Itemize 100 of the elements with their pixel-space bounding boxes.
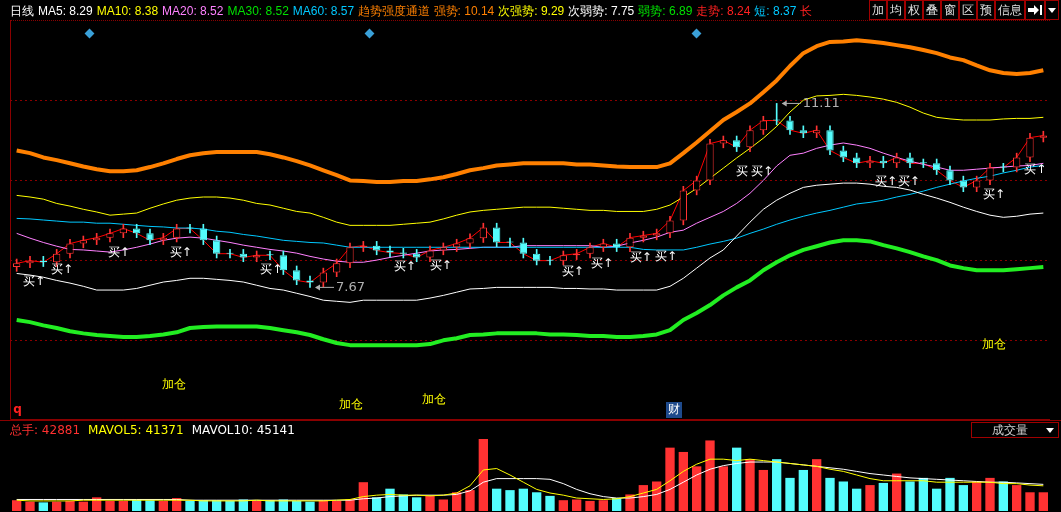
annotation: 买↑ (982, 187, 1006, 202)
bar (38, 502, 48, 511)
bar (998, 481, 1008, 511)
text: 权 (905, 0, 923, 20)
text: MA30: 8.52 (227, 3, 289, 20)
bar (985, 477, 995, 511)
bar (145, 500, 155, 511)
bar (585, 500, 595, 511)
annotation: 加仓 (162, 377, 186, 392)
bar (598, 500, 608, 511)
text: MAVOL5: 41371 (88, 422, 184, 438)
annotation: 买 (736, 164, 748, 179)
bar (732, 447, 742, 511)
candlestick (906, 152, 914, 168)
text: 次强势: 9.29 (498, 3, 565, 20)
text: 走势: 8.24 (696, 3, 751, 20)
text: 窗 (941, 0, 959, 20)
bar (492, 488, 502, 511)
candlestick (586, 242, 594, 259)
candlestick (146, 228, 154, 245)
annotation: 买↑ (22, 274, 46, 289)
candlestick (746, 125, 754, 152)
bar (838, 481, 848, 511)
bar (852, 488, 862, 511)
bar (945, 477, 955, 511)
text: 预 (977, 0, 995, 20)
bar (225, 500, 235, 511)
bar (518, 488, 528, 511)
text: MA5: 8.29 (38, 3, 93, 20)
annotation: 加仓 (422, 392, 446, 407)
text: MA20: 8.52 (162, 3, 224, 20)
bar (972, 481, 982, 511)
bar (758, 469, 768, 511)
annotation: 买↑ (169, 245, 192, 260)
annotation: 加仓 (339, 397, 364, 412)
bar (305, 501, 315, 511)
bar (878, 482, 888, 511)
annotation: 买↑ (874, 174, 898, 189)
bar (12, 500, 22, 511)
text: 总手: 42881 (10, 422, 81, 438)
annotation: 买↑ (561, 264, 584, 279)
candlestick (106, 228, 114, 243)
bar (105, 500, 115, 511)
annotation: 7.67 (336, 278, 365, 294)
text: 长 (800, 3, 813, 20)
annotation: 财 (668, 402, 680, 417)
bar (785, 477, 795, 511)
candlestick (1026, 133, 1034, 163)
bar (798, 469, 808, 511)
annotation: 买↑ (260, 262, 283, 277)
bar (678, 451, 688, 511)
annotation: 买↑ (50, 262, 74, 277)
candlestick (986, 162, 994, 186)
bar (1012, 485, 1022, 511)
bar (545, 495, 555, 511)
bar (158, 500, 168, 511)
bar (532, 492, 542, 511)
text: 加 (869, 0, 887, 20)
candlestick (946, 165, 954, 186)
bar (905, 481, 915, 511)
text: 日线 (10, 3, 34, 20)
bar (1038, 492, 1048, 511)
text: 区 (959, 0, 977, 20)
text: 叠 (923, 0, 941, 20)
bar (958, 485, 968, 511)
bar (705, 440, 715, 511)
annotation: 买↑ (897, 174, 920, 189)
bar (118, 500, 128, 511)
bar (772, 459, 782, 511)
bar (252, 500, 262, 511)
candlestick (66, 238, 74, 259)
annotation: 买↑ (654, 249, 678, 264)
annotation: 加仓 (982, 337, 1006, 352)
candlestick (666, 215, 674, 238)
bar (438, 499, 448, 511)
candlestick (706, 138, 714, 186)
bar (412, 497, 422, 511)
text: MA60: 8.57 (292, 3, 355, 20)
bar (505, 490, 515, 511)
bar (52, 501, 62, 511)
annotation: q (13, 402, 22, 417)
bar (745, 459, 755, 511)
candlestick (386, 245, 394, 258)
bar (892, 473, 902, 511)
annotation: 买↑ (629, 250, 652, 265)
candlestick (626, 233, 634, 252)
bar (558, 500, 568, 511)
text: 短: 8.37 (754, 3, 797, 20)
text: 成交量 (992, 422, 1028, 438)
bar (812, 459, 822, 511)
candlestick (786, 115, 794, 135)
annotation: 买↑ (393, 259, 416, 274)
annotation: 买↑ (750, 164, 774, 179)
annotation: 买↑ (590, 256, 614, 271)
bar (185, 500, 195, 511)
bar (692, 466, 702, 511)
bar (825, 477, 835, 511)
text: MAVOL10: 45141 (191, 422, 295, 438)
bar (65, 500, 75, 511)
annotation: 11.11 (802, 94, 840, 110)
